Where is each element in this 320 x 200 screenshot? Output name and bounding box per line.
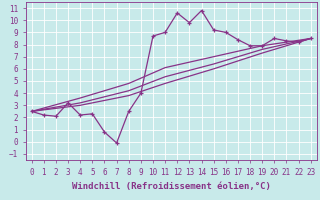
X-axis label: Windchill (Refroidissement éolien,°C): Windchill (Refroidissement éolien,°C): [72, 182, 271, 191]
